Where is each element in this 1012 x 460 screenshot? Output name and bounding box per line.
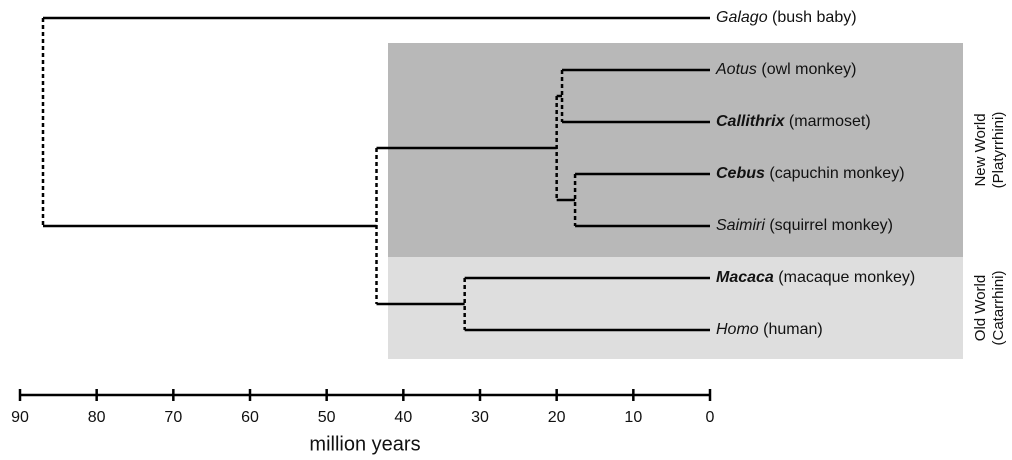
group-label: (Catarrhini) (990, 270, 1007, 345)
group-box (388, 43, 963, 257)
tick-label: 40 (394, 409, 412, 426)
common-name: (capuchin monkey) (769, 165, 904, 182)
genus: Aotus (715, 61, 757, 78)
tick-label: 10 (624, 409, 642, 426)
group-label: New World (972, 113, 989, 186)
common-name: (bush baby) (772, 9, 857, 26)
tick-label: 0 (706, 409, 715, 426)
leaf-label: Aotus (owl monkey) (715, 61, 857, 78)
genus: Homo (716, 321, 759, 338)
common-name: (macaque monkey) (778, 269, 915, 286)
genus: Saimiri (716, 217, 765, 234)
group-label: Old World (972, 275, 989, 341)
common-name: (squirrel monkey) (769, 217, 893, 234)
group-box (388, 257, 963, 359)
genus: Galago (716, 9, 768, 26)
tick-label: 70 (164, 409, 182, 426)
leaf-label: Cebus (capuchin monkey) (716, 165, 905, 182)
leaf-label: Macaca (macaque monkey) (716, 269, 915, 286)
common-name: (owl monkey) (761, 61, 856, 78)
leaf-label: Callithrix (marmoset) (716, 113, 871, 130)
group-label: (Platyrrhini) (990, 112, 1007, 189)
axis-title: million years (309, 433, 420, 455)
common-name: (marmoset) (789, 113, 871, 130)
tick-label: 90 (11, 409, 29, 426)
tick-label: 60 (241, 409, 259, 426)
tick-label: 50 (318, 409, 336, 426)
leaf-label: Homo (human) (716, 321, 823, 338)
genus: Cebus (716, 165, 765, 182)
genus: Callithrix (716, 113, 786, 130)
tick-label: 80 (88, 409, 106, 426)
leaf-label: Galago (bush baby) (716, 9, 857, 26)
common-name: (human) (763, 321, 823, 338)
tick-label: 30 (471, 409, 489, 426)
genus: Macaca (716, 269, 774, 286)
leaf-label: Saimiri (squirrel monkey) (716, 217, 893, 234)
tick-label: 20 (548, 409, 566, 426)
